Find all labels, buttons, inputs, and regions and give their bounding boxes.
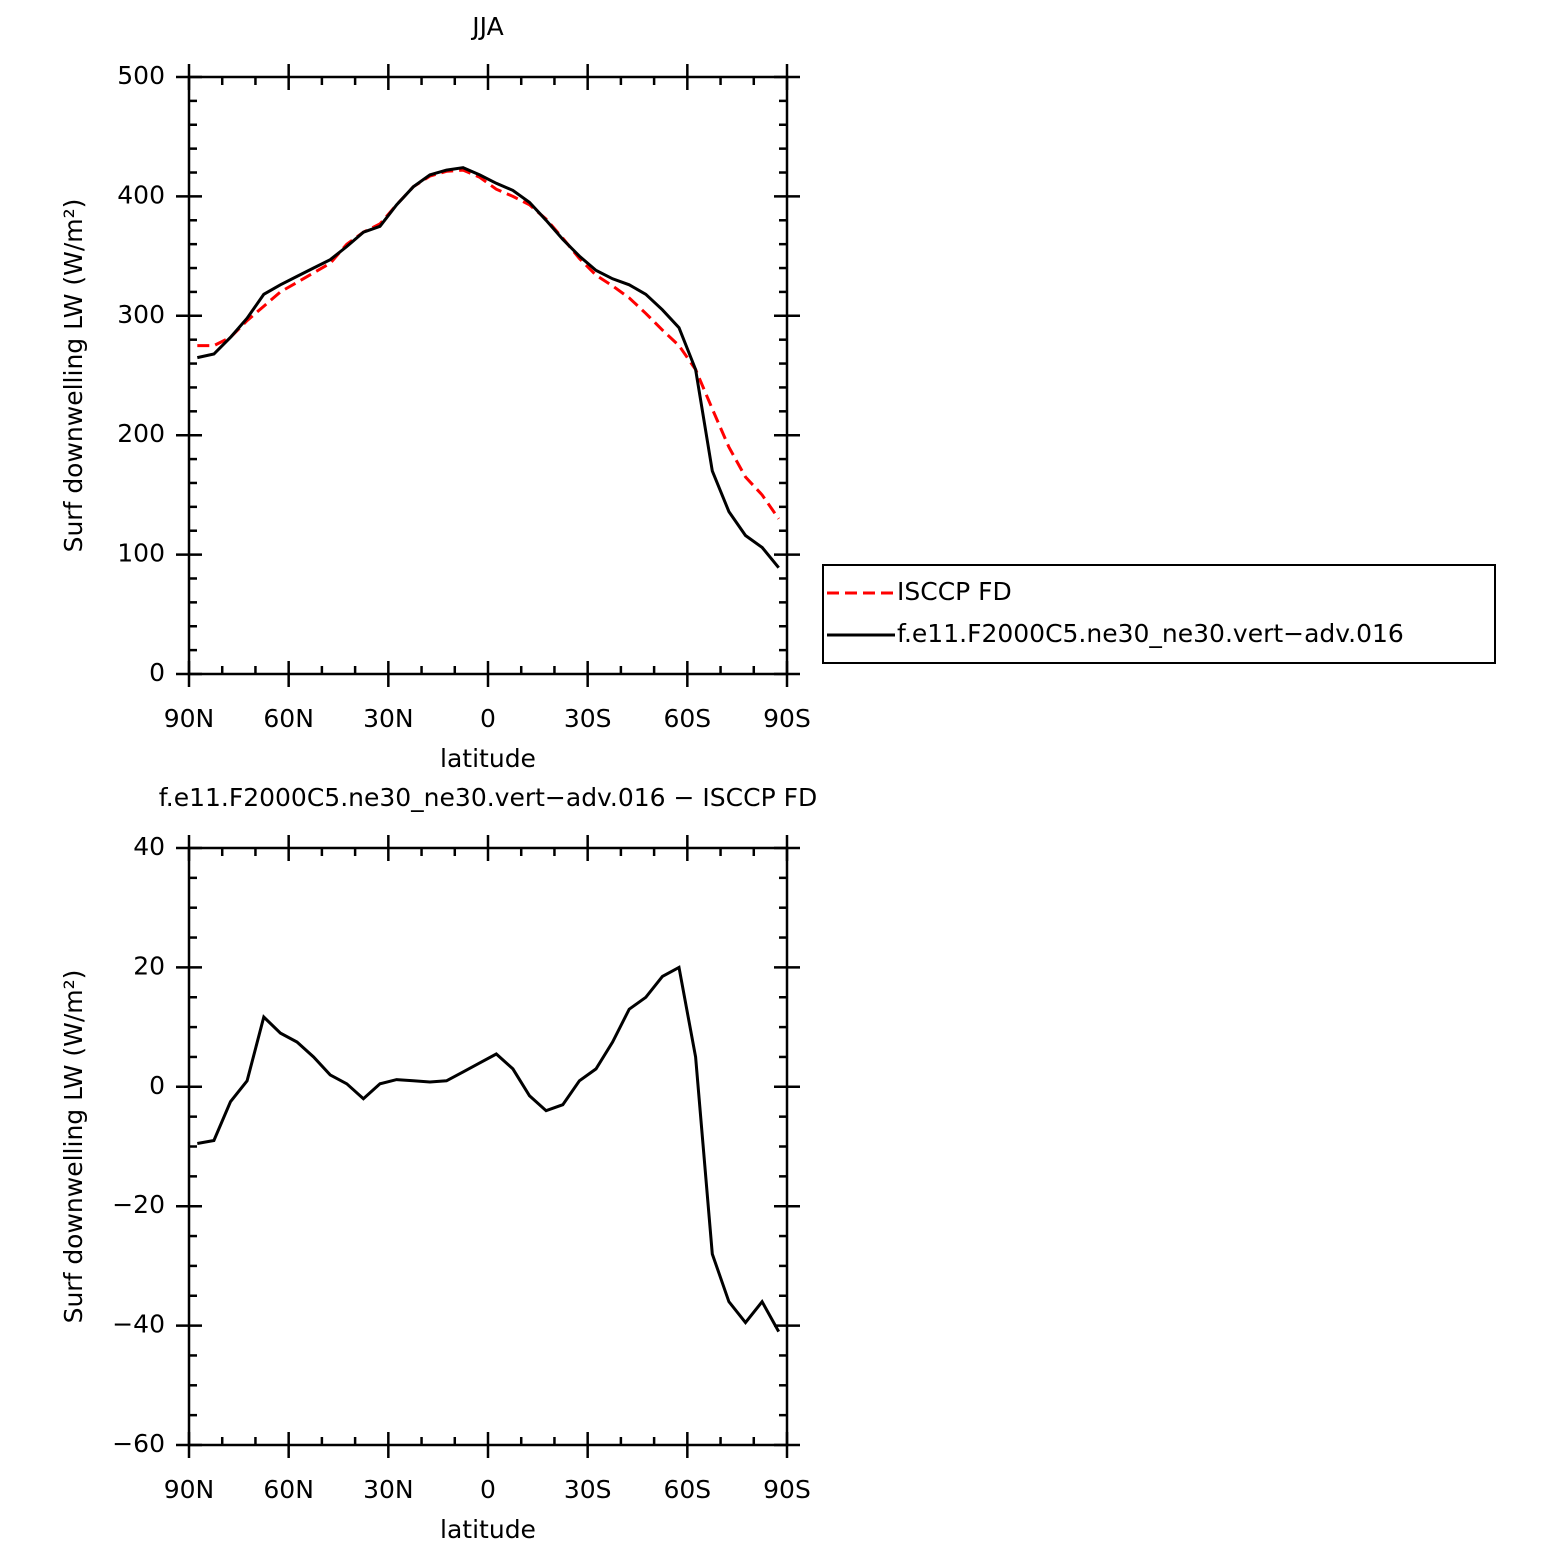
data-line: [197, 168, 780, 520]
x-axis-label: latitude: [440, 1515, 536, 1544]
y-axis-label: Surf downwelling LW (W/m²): [59, 970, 88, 1324]
y-tick-label: 40: [133, 832, 165, 861]
x-tick-label: 30S: [564, 1475, 612, 1504]
y-tick-label: 100: [117, 539, 165, 568]
x-tick-label: 60S: [663, 1475, 711, 1504]
legend-box: [822, 564, 1496, 664]
y-tick-label: 20: [133, 951, 165, 980]
legend-label: ISCCP FD: [897, 577, 1012, 606]
x-tick-label: 90N: [164, 704, 215, 733]
y-tick-label: −40: [112, 1310, 165, 1339]
data-line: [196, 166, 780, 569]
x-tick-label: 60N: [263, 1475, 314, 1504]
chart-title: JJA: [470, 12, 503, 41]
legend-label: f.e11.F2000C5.ne30_ne30.vert−adv.016: [897, 619, 1404, 648]
x-tick-label: 60N: [263, 704, 314, 733]
chart-title: f.e11.F2000C5.ne30_ne30.vert−adv.016 − I…: [159, 783, 817, 812]
y-tick-label: 0: [149, 1071, 165, 1100]
y-tick-label: 0: [149, 658, 165, 687]
y-tick-label: 500: [117, 61, 165, 90]
x-axis-label: latitude: [440, 744, 536, 773]
x-tick-label: 30N: [363, 704, 414, 733]
y-axis-label: Surf downwelling LW (W/m²): [59, 199, 88, 553]
x-tick-label: 90S: [763, 704, 811, 733]
y-tick-label: 200: [117, 419, 165, 448]
x-tick-label: 90N: [164, 1475, 215, 1504]
plot-frame: [187, 846, 789, 1447]
y-tick-label: 300: [117, 300, 165, 329]
data-line: [197, 965, 781, 1333]
y-tick-label: −60: [112, 1429, 165, 1458]
y-tick-label: 400: [117, 180, 165, 209]
x-tick-label: 0: [480, 1475, 496, 1504]
x-tick-label: 30S: [564, 704, 612, 733]
y-tick-label: −20: [112, 1190, 165, 1219]
x-tick-label: 60S: [663, 704, 711, 733]
x-tick-label: 0: [480, 704, 496, 733]
x-tick-label: 30N: [363, 1475, 414, 1504]
x-tick-label: 90S: [763, 1475, 811, 1504]
